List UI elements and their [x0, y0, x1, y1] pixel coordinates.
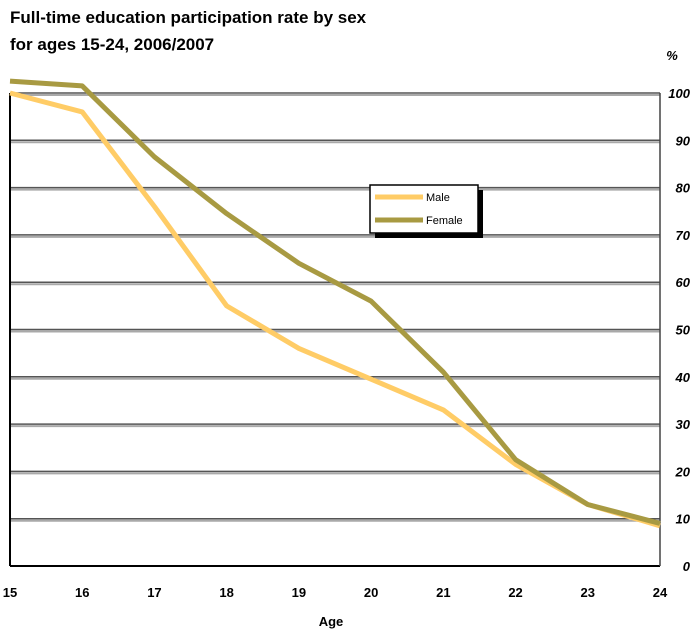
x-tick-label: 20 [364, 585, 378, 600]
x-tick-label: 24 [653, 585, 668, 600]
y-tick-labels: 0 10 20 30 40 50 60 70 80 90 100 [668, 86, 690, 574]
y-tick-label: 10 [676, 512, 691, 527]
y-tick-label: 90 [676, 133, 691, 148]
x-tick-label: 22 [508, 585, 522, 600]
chart-title-line-2: for ages 15-24, 2006/2007 [10, 35, 215, 54]
x-tick-label: 16 [75, 585, 89, 600]
series-line-male [9, 90, 661, 529]
x-tick-label: 15 [3, 585, 17, 600]
gridlines [10, 92, 660, 522]
x-tick-label: 17 [147, 585, 161, 600]
y-tick-label: 80 [676, 181, 691, 196]
x-tick-label: 18 [219, 585, 233, 600]
series-lines [9, 78, 661, 529]
y-tick-label: 70 [676, 228, 691, 243]
x-tick-label: 23 [581, 585, 595, 600]
x-axis-title: Age [319, 614, 344, 629]
y-tick-label: 0 [683, 559, 691, 574]
chart-title-line-1: Full-time education participation rate b… [10, 8, 367, 27]
legend-box [369, 184, 479, 234]
y-axis-unit-label: % [666, 48, 678, 63]
y-tick-label: 30 [676, 417, 691, 432]
legend-label-male: Male [426, 192, 450, 204]
y-tick-label: 20 [675, 464, 691, 479]
axes [9, 93, 661, 567]
y-tick-label: 60 [676, 275, 691, 290]
y-tick-label: 50 [676, 323, 691, 338]
legend-label-female: Female [426, 215, 463, 227]
series-line-female [9, 78, 661, 526]
x-tick-label: 21 [436, 585, 450, 600]
x-tick-labels: 15 16 17 18 19 20 21 22 23 24 [3, 585, 668, 600]
y-tick-label: 100 [668, 86, 690, 101]
x-tick-label: 19 [292, 585, 306, 600]
legend: Male Female [369, 184, 483, 238]
chart-title: Full-time education participation rate b… [10, 4, 366, 58]
y-tick-label: 40 [675, 370, 691, 385]
